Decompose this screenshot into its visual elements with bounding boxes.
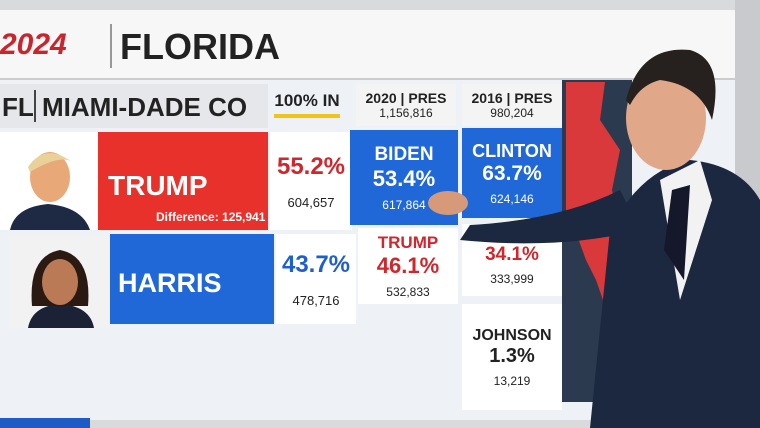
- state-title: FLORIDA: [120, 26, 280, 67]
- difference: Difference: 125,941: [156, 210, 266, 224]
- year-header: 2020 | PRES 1,156,816: [356, 84, 456, 126]
- tie: [664, 185, 690, 280]
- past-box: CLINTON 63.7% 624,146: [462, 128, 562, 218]
- year-header: 2016 | PRES 980,204: [462, 84, 562, 126]
- past-votes: 624,146: [490, 191, 534, 206]
- past-votes: 333,999: [490, 272, 534, 286]
- county-name: MIAMI-DADE CO: [42, 92, 248, 122]
- photo: [10, 236, 110, 328]
- network-strip: [0, 418, 90, 428]
- suit: [28, 304, 94, 328]
- past-pct: 34.1%: [485, 244, 539, 265]
- photo: [0, 132, 98, 230]
- past-pct: 1.3%: [489, 344, 535, 367]
- hair: [626, 49, 716, 121]
- portrait: [28, 250, 94, 328]
- divider: [110, 24, 112, 68]
- past-name: CLINTON: [472, 140, 552, 161]
- divider: [34, 90, 36, 122]
- suit: [10, 204, 90, 230]
- year-label: 2020 | PRES: [365, 90, 447, 106]
- year-total: 1,156,816: [379, 106, 433, 120]
- votes: 478,716: [292, 292, 340, 308]
- face: [626, 66, 706, 170]
- hand: [428, 191, 468, 215]
- past-name: BIDEN: [374, 143, 434, 165]
- past-name: TRUMP: [377, 233, 439, 252]
- state-abbr: FL: [2, 92, 34, 122]
- past-box: JOHNSON 1.3% 13,219: [462, 304, 562, 410]
- past-pct: 53.4%: [372, 165, 436, 191]
- past-name: JOHNSON: [472, 326, 552, 344]
- face: [42, 259, 78, 305]
- votes: 604,657: [287, 194, 335, 210]
- past-votes: 13,219: [493, 373, 531, 388]
- pct: 55.2%: [276, 152, 346, 180]
- result-box: 55.2% 604,657: [270, 132, 352, 230]
- arm: [460, 190, 640, 244]
- past-box: TRUMP 46.1% 532,833: [358, 228, 458, 304]
- candidate-name: HARRIS: [118, 268, 222, 298]
- year-label: 2016 | PRES: [471, 90, 553, 106]
- past-votes: 532,833: [386, 285, 430, 299]
- logo: 2024: [0, 28, 67, 61]
- past-pct: 63.7%: [482, 161, 542, 185]
- county-bar: [0, 84, 268, 128]
- candidate-name: TRUMP: [108, 170, 208, 201]
- name-box: HARRIS: [110, 234, 274, 324]
- past-votes: 617,864: [382, 197, 426, 212]
- pct: 43.7%: [281, 250, 351, 278]
- reporting: 100% IN: [274, 88, 340, 118]
- header-bar: [0, 10, 735, 80]
- past-pct: 46.1%: [376, 253, 440, 278]
- year-total: 980,204: [490, 106, 534, 120]
- name-box: TRUMP Difference: 125,941: [98, 132, 268, 230]
- result-box: 43.7% 478,716: [276, 234, 356, 324]
- hair: [28, 153, 72, 172]
- portrait: [10, 152, 90, 230]
